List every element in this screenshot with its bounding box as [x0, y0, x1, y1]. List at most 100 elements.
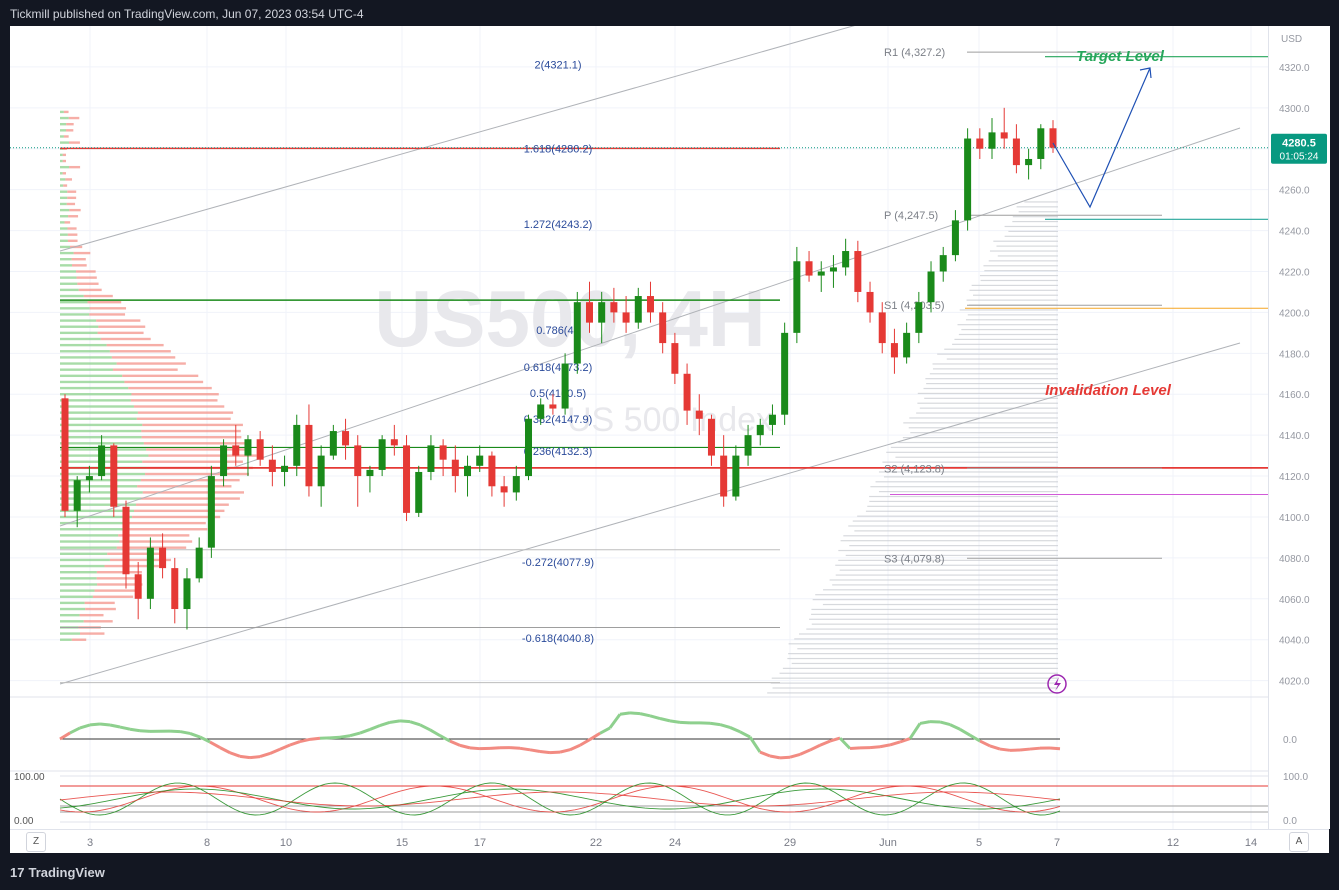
- profile-bar-down: [132, 516, 220, 518]
- profile-bar-up: [60, 553, 107, 555]
- candle-body: [989, 132, 996, 148]
- channel-mid-line: [60, 128, 1240, 526]
- candle-body: [598, 302, 605, 322]
- profile-bar-up: [60, 497, 141, 499]
- profile-bar-grey: [958, 324, 1058, 325]
- candle-body: [684, 374, 691, 411]
- candle-body: [525, 419, 532, 476]
- profile-bar-down: [84, 295, 113, 297]
- profile-bar-grey: [916, 412, 1058, 413]
- profile-bar-grey: [811, 614, 1058, 615]
- profile-bar-down: [67, 203, 75, 205]
- profile-bar-grey: [767, 692, 1058, 693]
- profile-bar-down: [80, 632, 104, 634]
- osc-segment: [620, 713, 630, 714]
- time-scale[interactable]: 3 8 10 15 17 22 24 29 Jun 5 7 12 14: [10, 829, 1329, 854]
- osc-segment: [130, 729, 140, 731]
- profile-bar-grey: [815, 594, 1058, 595]
- profile-bar-down: [69, 141, 80, 143]
- profile-bar-grey: [771, 682, 1058, 683]
- profile-bar-down: [74, 252, 91, 254]
- time-tick: 8: [204, 837, 210, 849]
- last-price-value: 4280.5: [1282, 138, 1316, 150]
- profile-bar-down: [77, 276, 97, 278]
- pivot-label: P (4,247.5): [884, 210, 938, 222]
- profile-bar-grey: [996, 246, 1058, 247]
- price-tick: 4200.0: [1279, 308, 1310, 319]
- profile-bar-grey: [981, 280, 1058, 281]
- osc-segment: [80, 725, 90, 728]
- profile-bar-up: [60, 252, 74, 254]
- countdown-value: 01:05:24: [1280, 152, 1319, 163]
- profile-bar-down: [110, 350, 171, 352]
- candle-body: [537, 404, 544, 418]
- profile-bar-grey: [1013, 216, 1058, 217]
- profile-bar-grey: [925, 378, 1058, 379]
- profile-bar-up: [60, 528, 126, 530]
- candle-body: [940, 255, 947, 271]
- profile-bar-grey: [884, 476, 1058, 477]
- chart-canvas[interactable]: US500, 4H US 500 Index 2(4321.1) 1.618(42…: [10, 26, 1268, 829]
- profile-bar-grey: [947, 358, 1058, 359]
- profile-bar-up: [60, 283, 77, 285]
- profile-bar-down: [131, 399, 218, 401]
- price-tick: 4020.0: [1279, 677, 1310, 688]
- price-tick: 4040.0: [1279, 636, 1310, 647]
- osc-segment: [260, 753, 270, 756]
- profile-bar-grey: [926, 383, 1058, 384]
- auto-scale-button[interactable]: A: [1289, 832, 1309, 852]
- profile-bar-grey: [854, 530, 1058, 531]
- profile-bar-up: [60, 319, 96, 321]
- price-scale-canvas[interactable]: USD4320.04300.04280.04260.04240.04220.04…: [1269, 26, 1330, 829]
- osc-segment: [660, 719, 670, 721]
- profile-bar-grey: [869, 496, 1058, 497]
- profile-bar-grey: [783, 668, 1058, 669]
- profile-bar-down: [128, 387, 211, 389]
- zoom-button[interactable]: Z: [26, 832, 46, 852]
- time-tick: 7: [1054, 837, 1060, 849]
- profile-bar-up: [60, 546, 117, 548]
- candle-body: [427, 445, 434, 472]
- candle-body: [110, 445, 117, 506]
- profile-bar-down: [64, 111, 69, 113]
- profile-bar-up: [60, 215, 68, 217]
- publish-text: Tickmill published on TradingView.com, J…: [10, 7, 364, 21]
- profile-bar-grey: [989, 260, 1058, 261]
- osc-segment: [490, 748, 500, 749]
- profile-bar-grey: [867, 506, 1058, 507]
- profile-bar-down: [72, 264, 87, 266]
- osc-segment: [600, 728, 610, 733]
- profile-bar-grey: [787, 658, 1058, 659]
- profile-bar-up: [60, 368, 113, 370]
- profile-bar-down: [142, 436, 242, 438]
- time-scale-canvas[interactable]: 3 8 10 15 17 22 24 29 Jun 5 7 12 14: [10, 830, 1329, 854]
- footer-bar: 17 TradingView: [0, 853, 1339, 890]
- profile-bar-up: [60, 479, 141, 481]
- profile-bar-grey: [972, 285, 1058, 286]
- profile-bar-down: [67, 191, 76, 193]
- osc-segment: [770, 756, 780, 758]
- price-scale[interactable]: USD4320.04300.04280.04260.04240.04220.04…: [1268, 26, 1330, 829]
- candle-body: [891, 343, 898, 357]
- left-gutter: [0, 26, 10, 853]
- profile-bar-up: [60, 411, 138, 413]
- chart-pane[interactable]: US500, 4H US 500 Index 2(4321.1) 1.618(42…: [10, 26, 1268, 829]
- osc-segment: [350, 733, 360, 736]
- osc-segment: [570, 745, 580, 749]
- profile-bar-down: [122, 375, 198, 377]
- profile-bar-down: [84, 620, 113, 622]
- profile-bar-down: [126, 528, 207, 530]
- profile-bar-down: [93, 596, 133, 598]
- profile-bar-up: [60, 240, 68, 242]
- profile-bar-up: [60, 178, 65, 180]
- candle-body: [379, 439, 386, 470]
- profile-bar-down: [72, 258, 86, 260]
- osc-segment: [340, 736, 350, 737]
- time-tick: 29: [784, 837, 796, 849]
- fib-label: 1.272(4243.2): [524, 219, 593, 231]
- candle-body: [647, 296, 654, 312]
- osc-segment: [370, 726, 380, 730]
- osc-segment: [190, 733, 200, 737]
- stochastic-pane: 100.00 0.00: [14, 772, 1268, 827]
- price-tick: 4300.0: [1279, 104, 1310, 115]
